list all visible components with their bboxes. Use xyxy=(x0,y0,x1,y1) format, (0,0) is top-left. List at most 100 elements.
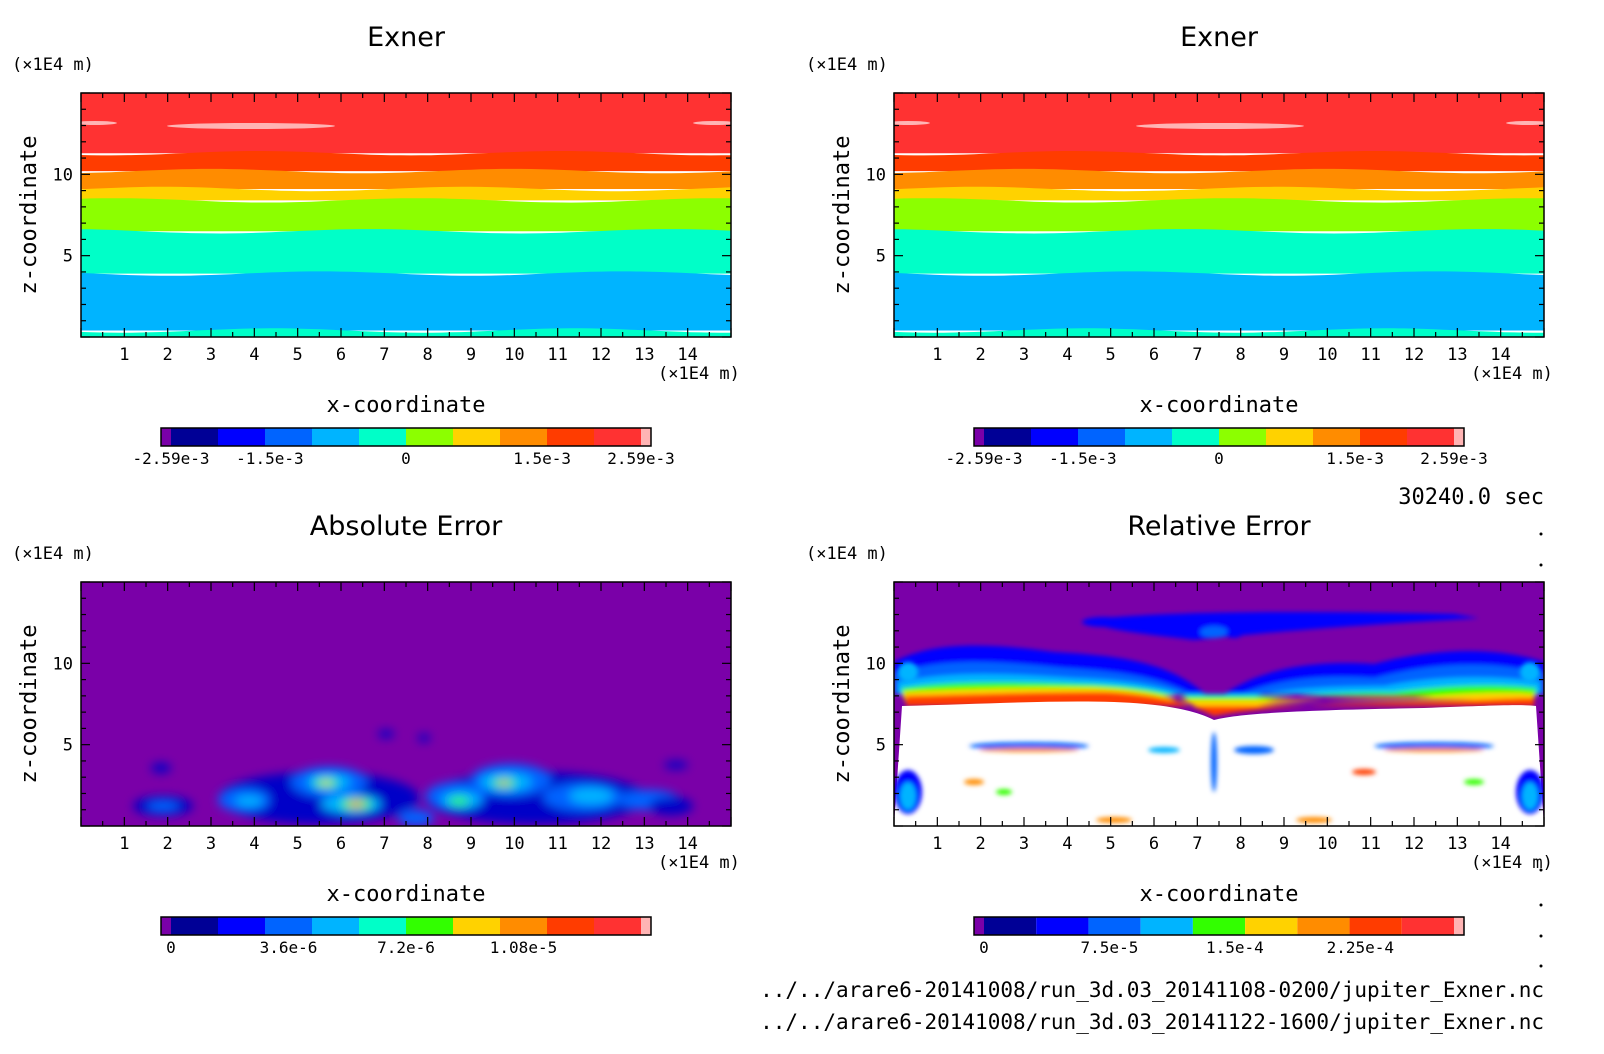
colorbar-swatch xyxy=(500,428,547,446)
x-tick-label: 4 xyxy=(249,834,259,854)
colorbar-tick-label: 2.59e-3 xyxy=(607,449,674,468)
time-label: 30240.0 sec xyxy=(1398,485,1544,510)
colorbar-swatch xyxy=(312,917,359,935)
x-tick-label: 1 xyxy=(932,345,942,365)
colorbar-swatch xyxy=(594,917,641,935)
contour-band xyxy=(894,271,1544,331)
colorbar-tick-label: 1.5e-4 xyxy=(1206,938,1264,957)
x-unit-label: (×1E4 m) xyxy=(1471,364,1553,384)
x-tick-label: 7 xyxy=(379,834,389,854)
x-tick-label: 12 xyxy=(1404,345,1424,365)
y-axis-label: z-coordinate xyxy=(830,136,855,295)
colorbar-swatch xyxy=(1401,917,1454,935)
x-tick-label: 9 xyxy=(466,345,476,365)
band-layer xyxy=(81,93,731,337)
x-tick-label: 3 xyxy=(1019,345,1029,365)
x-tick-label: 7 xyxy=(1192,834,1202,854)
colorbar-swatch xyxy=(453,428,500,446)
contour-band xyxy=(894,151,1544,172)
x-tick-label: 12 xyxy=(1404,834,1424,854)
high-value-patch xyxy=(167,123,335,129)
y-tick-label: 10 xyxy=(53,165,73,185)
colorbar-swatch xyxy=(547,428,594,446)
colorbar-swatch xyxy=(974,428,984,446)
colorbar-swatch xyxy=(1313,428,1360,446)
colorbar-swatch xyxy=(218,917,265,935)
x-tick-label: 6 xyxy=(1149,345,1159,365)
x-tick-label: 7 xyxy=(1192,345,1202,365)
upper-error-streak xyxy=(1082,612,1479,640)
x-tick-label: 8 xyxy=(423,834,433,854)
colorbar-swatch xyxy=(1125,428,1172,446)
colorbar-swatch xyxy=(974,917,984,935)
colorbar: 0 3.6e-6 7.2e-6 1.08e-5 xyxy=(160,916,652,957)
y-axis-label: z-coordinate xyxy=(17,136,42,295)
colorbar-swatch xyxy=(171,428,218,446)
colorbar-swatch xyxy=(1036,917,1089,935)
file-path-1: ../../arare6-20141008/run_3d.03_20141108… xyxy=(760,978,1544,1002)
saturated-region xyxy=(894,701,1544,826)
x-tick-label: 13 xyxy=(1447,345,1467,365)
x-axis-label: x-coordinate xyxy=(1140,393,1299,418)
x-tick-label: 4 xyxy=(1062,834,1072,854)
contour-band xyxy=(894,198,1544,232)
plot-area xyxy=(81,93,731,337)
plot-area xyxy=(81,582,731,826)
x-tick-label: 3 xyxy=(206,834,216,854)
y-tick-label: 10 xyxy=(53,654,73,674)
x-tick-label: 8 xyxy=(1236,345,1246,365)
x-tick-label: 2 xyxy=(976,834,986,854)
contour-band xyxy=(81,168,731,189)
colorbar-swatch xyxy=(984,428,1031,446)
panel-title: Exner xyxy=(367,22,446,53)
colorbar-swatch xyxy=(1454,428,1464,446)
colorbar-swatch xyxy=(1088,917,1141,935)
plot-area xyxy=(894,93,1544,337)
colorbar-tick-label: -2.59e-3 xyxy=(945,449,1022,468)
colorbar-swatch xyxy=(406,428,453,446)
x-tick-label: 13 xyxy=(634,345,654,365)
x-tick-label: 2 xyxy=(163,834,173,854)
y-tick-label: 5 xyxy=(876,736,886,756)
colorbar-tick-label: 1.5e-3 xyxy=(513,449,571,468)
colorbar-swatch xyxy=(1192,917,1246,935)
colorbar-swatch xyxy=(641,917,651,935)
colorbar-tick-label: 7.5e-5 xyxy=(1081,938,1139,957)
y-tick-label: 5 xyxy=(63,736,73,756)
x-tick-label: 6 xyxy=(336,834,346,854)
x-tick-label: 13 xyxy=(1447,834,1467,854)
dot-separator xyxy=(1539,532,1543,968)
colorbar-swatch xyxy=(359,428,406,446)
colorbar-tick-label: 2.59e-3 xyxy=(1420,449,1487,468)
x-tick-label: 3 xyxy=(1019,834,1029,854)
panel-relative-error: Relative Error (×1E4 m) xyxy=(806,511,1553,957)
colorbar-swatch xyxy=(1297,917,1350,935)
high-value-patch xyxy=(693,121,731,125)
contour-band xyxy=(894,229,1544,274)
x-tick-label: 14 xyxy=(1490,834,1510,854)
panel-title: Exner xyxy=(1180,22,1259,53)
x-tick-label: 4 xyxy=(1062,345,1072,365)
y-axis-label: z-coordinate xyxy=(830,625,855,784)
colorbar-swatch xyxy=(500,917,547,935)
colorbar-frame xyxy=(160,916,652,936)
x-tick-label: 10 xyxy=(1317,345,1337,365)
colorbar-swatch xyxy=(1349,917,1402,935)
colorbar-frame xyxy=(973,916,1465,936)
x-tick-label: 7 xyxy=(379,345,389,365)
colorbar-swatch xyxy=(265,917,312,935)
x-tick-label: 14 xyxy=(677,345,697,365)
x-tick-label: 2 xyxy=(976,345,986,365)
colorbar-tick-label: 0 xyxy=(979,938,989,957)
colorbar-swatch xyxy=(547,917,594,935)
colorbar-swatch xyxy=(1360,428,1407,446)
y-unit-label: (×1E4 m) xyxy=(12,544,94,564)
colorbar-swatch xyxy=(1031,428,1078,446)
x-axis-label: x-coordinate xyxy=(1140,882,1299,907)
x-tick-label: 4 xyxy=(249,345,259,365)
lower-fringes xyxy=(894,662,1544,823)
